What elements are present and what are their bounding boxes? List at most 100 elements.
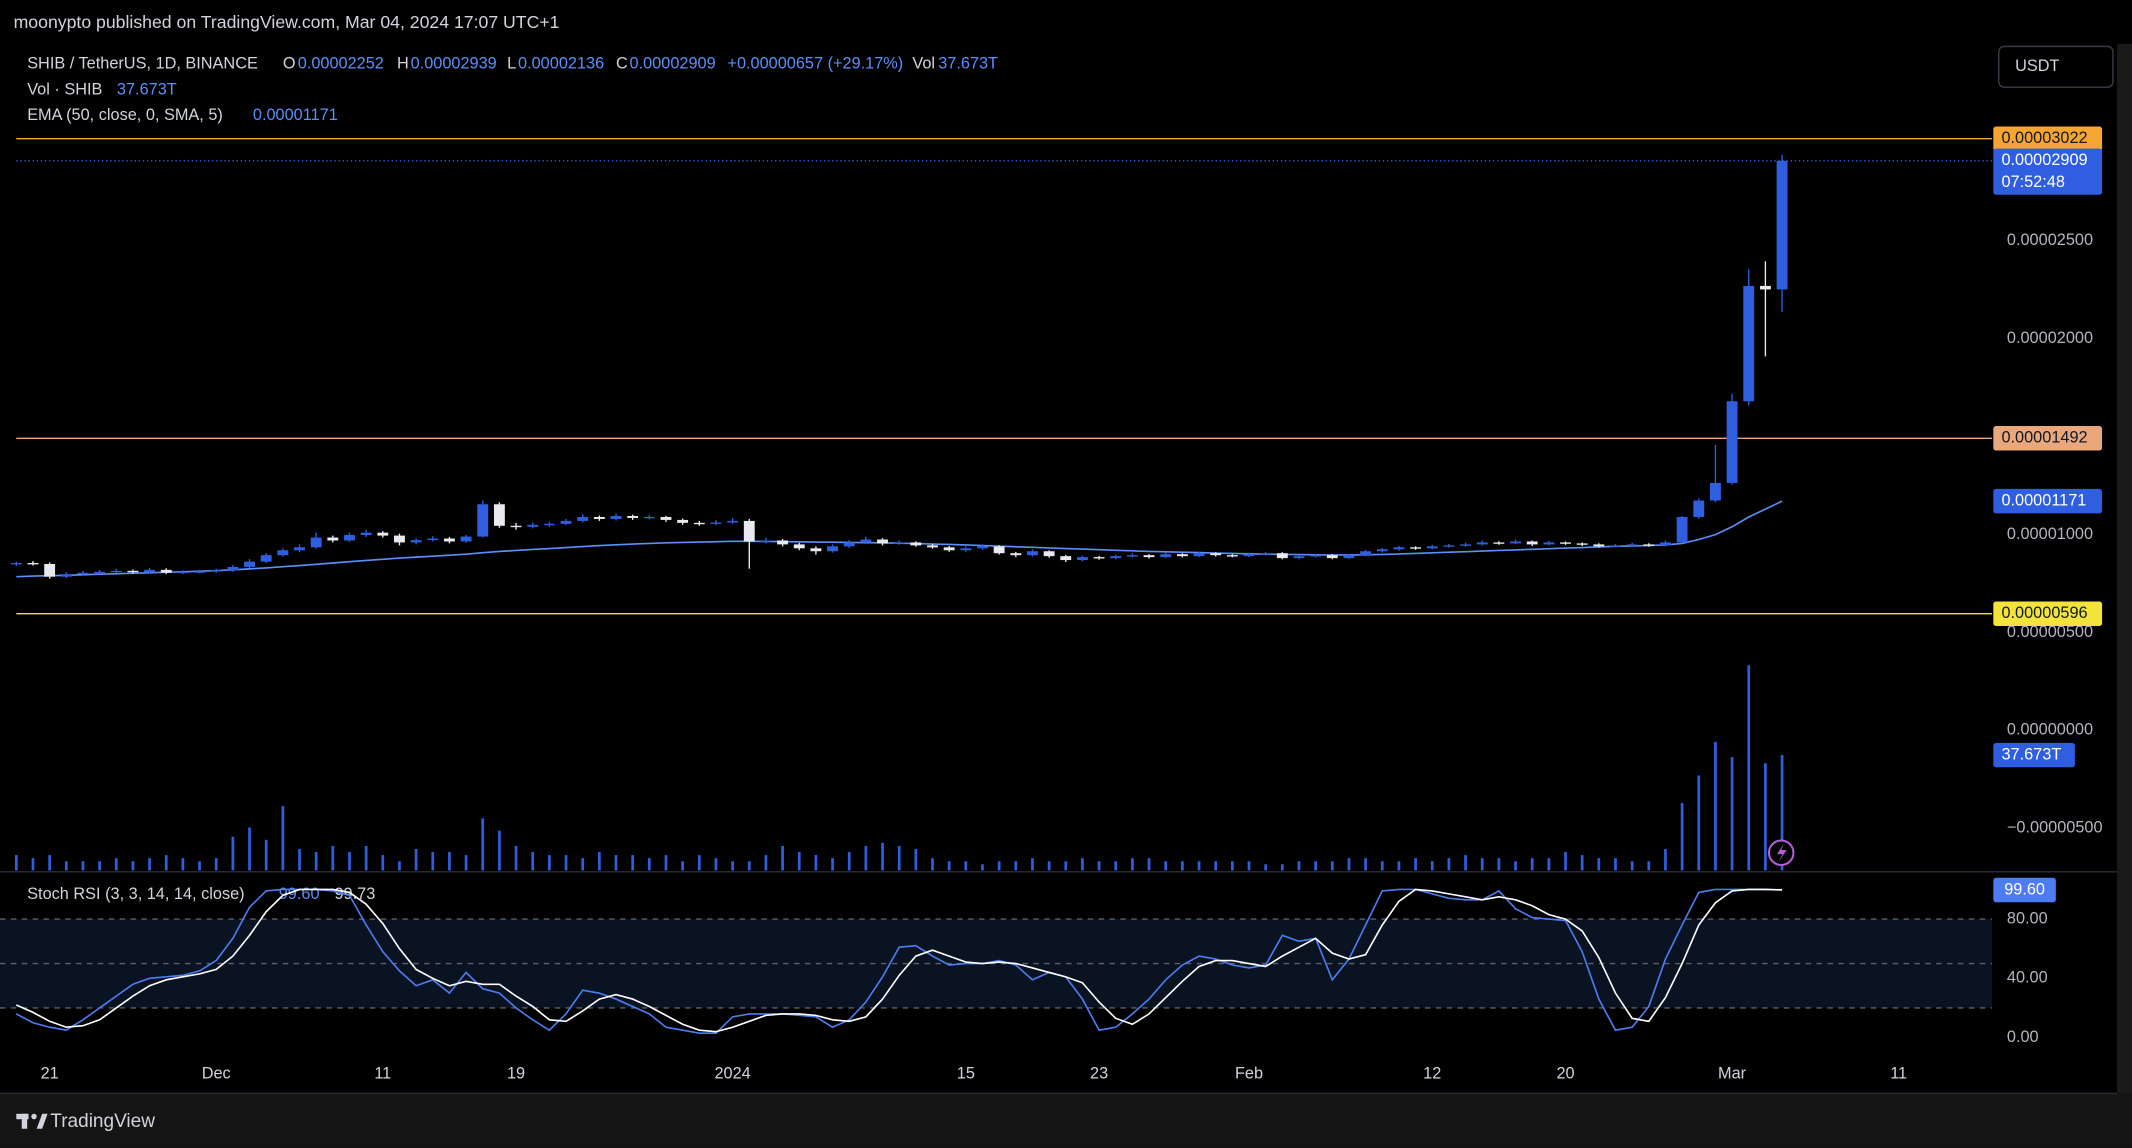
- stoch-band: [0, 919, 1992, 1008]
- candle-body: [377, 532, 389, 536]
- candle-body: [727, 520, 739, 523]
- logo-part: [31, 1113, 37, 1120]
- volume-bar: [1430, 861, 1434, 871]
- logo-part: [36, 1113, 48, 1129]
- alert-icon: [1767, 839, 1795, 866]
- volume-bar: [1380, 861, 1384, 871]
- currency-button[interactable]: [1998, 45, 2114, 88]
- volume-bar: [1097, 861, 1101, 871]
- candle-body: [1393, 547, 1405, 550]
- level-label-bg: [1993, 426, 2103, 451]
- volume-bar: [597, 852, 601, 871]
- ema-label-bg: [1993, 488, 2103, 514]
- candle-body: [1626, 544, 1638, 546]
- volume-bar: [298, 848, 301, 871]
- y-tick-label: 0.00002500: [2007, 231, 2093, 249]
- legend-change: +0.00000657 (+29.17%): [727, 54, 903, 72]
- volume-bar: [381, 855, 385, 871]
- candle-body: [1093, 557, 1105, 559]
- volume-bar: [548, 855, 551, 871]
- candle-body: [510, 525, 522, 528]
- candle-body: [1643, 544, 1655, 546]
- candle-body: [460, 536, 472, 542]
- currency-label[interactable]: USDT: [2015, 57, 2059, 75]
- volume-bar: [1580, 855, 1584, 871]
- candle-body: [1726, 401, 1738, 483]
- volume-bar: [831, 858, 834, 871]
- candle-body: [360, 532, 372, 535]
- volume-bar: [631, 855, 635, 871]
- candle-body: [1010, 553, 1022, 556]
- candle-body: [1460, 544, 1472, 546]
- volume-bar: [1514, 861, 1517, 871]
- volume-bar: [1314, 861, 1318, 871]
- x-tick-label: 20: [1556, 1065, 1574, 1083]
- candle-body: [1476, 542, 1488, 545]
- candle-body: [927, 545, 938, 548]
- candle-body: [1310, 555, 1322, 557]
- candle-body: [660, 516, 672, 520]
- stoch-label-bg: [1993, 877, 2056, 903]
- volume-bar: [947, 861, 951, 871]
- level-label-bg: [1993, 126, 2103, 151]
- candle-body: [677, 519, 689, 523]
- last-price-label: 0.00002909: [2001, 151, 2087, 169]
- volume-bar: [1131, 858, 1134, 871]
- candle-body: [793, 544, 805, 549]
- candle-body: [960, 548, 972, 551]
- volume-bar: [1047, 861, 1051, 871]
- header-title: moonypto published on TradingView.com, M…: [14, 12, 560, 32]
- legend-value: 0.00002136: [518, 54, 604, 72]
- volume-bar: [1414, 858, 1417, 871]
- volume-bar: [1014, 861, 1018, 871]
- candle-body: [1776, 160, 1788, 290]
- footer-bar: [0, 1093, 2132, 1148]
- volume-bar: [114, 858, 118, 871]
- tradingview-logo: [16, 1113, 48, 1129]
- volume-bar: [1164, 861, 1168, 871]
- volume-bar: [1764, 763, 1767, 871]
- candle-body: [1709, 482, 1721, 501]
- volume-bar: [131, 861, 135, 871]
- candle-body: [843, 542, 855, 547]
- candle-body: [1043, 551, 1055, 557]
- volume-bar: [481, 818, 485, 871]
- candle-body: [1343, 555, 1355, 559]
- volume-bar: [964, 861, 968, 871]
- legend-key: H: [397, 54, 409, 72]
- volume-bar: [1714, 741, 1717, 871]
- candle-body: [493, 504, 505, 526]
- candle-body: [977, 546, 988, 549]
- candle-body: [410, 540, 422, 543]
- candle-body: [1610, 545, 1621, 547]
- volume-bar: [1197, 861, 1201, 871]
- candle-body: [1743, 285, 1755, 402]
- candle-body: [1326, 555, 1338, 559]
- volume-bar: [248, 827, 251, 871]
- candle-body: [1260, 553, 1272, 555]
- volume-bar: [31, 858, 35, 871]
- candle-body: [543, 523, 555, 526]
- volume-bar: [1280, 864, 1284, 871]
- volume-bar: [1081, 858, 1084, 871]
- volume-bar: [564, 855, 568, 871]
- volume-bar: [414, 848, 418, 871]
- volume-bar: [1264, 864, 1268, 871]
- right-edge: [2117, 43, 2132, 1094]
- y-tick-label: 0.00002000: [2007, 329, 2093, 347]
- candle-body: [710, 522, 722, 524]
- volume-legend-value: 37.673T: [117, 80, 177, 98]
- candle-body: [1576, 543, 1588, 545]
- volume-bar: [81, 861, 85, 871]
- candle-body: [993, 546, 1005, 554]
- candle-body: [1593, 544, 1605, 547]
- volume-bar: [881, 842, 884, 871]
- candle-body: [910, 542, 922, 546]
- volume-bar: [764, 855, 768, 871]
- candle-body: [577, 516, 589, 521]
- level-label: 0.00000596: [2001, 604, 2087, 622]
- candle-body: [1360, 551, 1372, 556]
- volume-bar: [814, 855, 818, 871]
- volume-bar: [731, 861, 734, 871]
